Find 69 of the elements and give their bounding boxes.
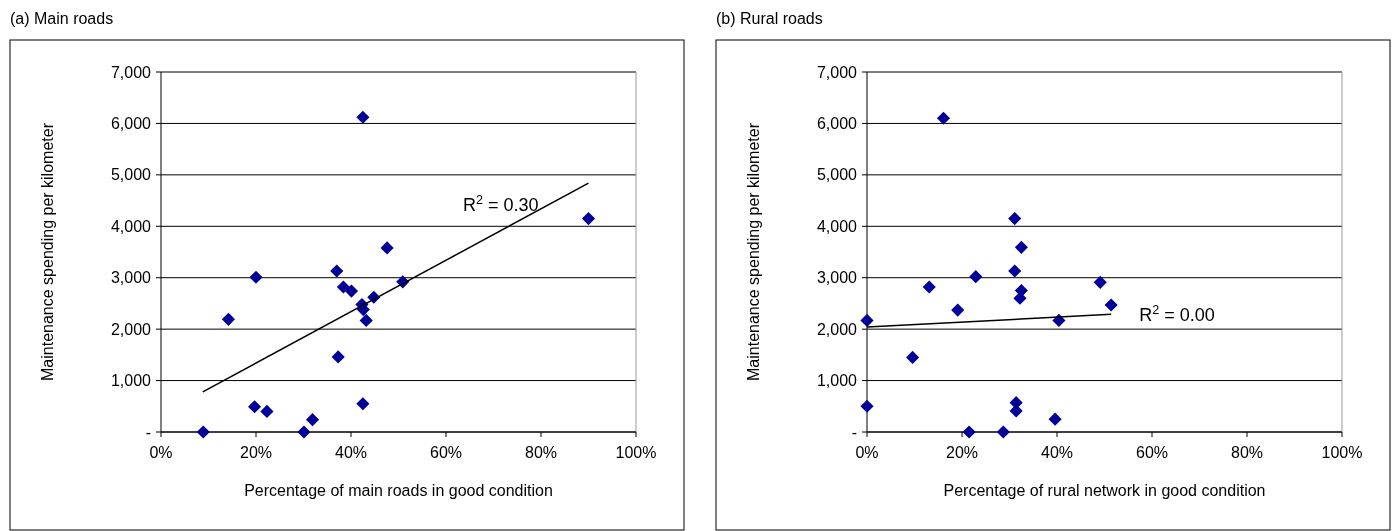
point bbox=[1008, 212, 1022, 226]
point bbox=[906, 350, 920, 364]
point bbox=[1008, 264, 1022, 278]
x-tick-label: 100% bbox=[1321, 444, 1363, 461]
point bbox=[221, 312, 236, 326]
y-tick-label: 6,000 bbox=[816, 115, 858, 133]
x-tick-label: 40% bbox=[1040, 444, 1074, 461]
point bbox=[330, 264, 344, 278]
y-tick-label: 5,000 bbox=[816, 166, 858, 184]
point bbox=[356, 397, 370, 411]
point bbox=[344, 284, 359, 298]
x-tick-label: 0% bbox=[855, 444, 879, 461]
y-tick-label: 2,000 bbox=[816, 320, 858, 338]
annotation: R$^{2}$ = 0.00 bbox=[1139, 302, 1215, 325]
y-axis-title: Maintenance spending per kilometer bbox=[745, 122, 762, 381]
point bbox=[1093, 275, 1107, 289]
point bbox=[359, 313, 373, 327]
x-tick-label: 60% bbox=[1135, 444, 1169, 461]
point bbox=[860, 399, 874, 413]
point bbox=[962, 425, 976, 439]
annotation: R$^{2}$ = 0.30 bbox=[462, 193, 539, 216]
y-tick-label: 5,000 bbox=[110, 166, 152, 184]
chart-title: (b) Rural roads bbox=[716, 10, 823, 27]
point bbox=[1048, 412, 1062, 426]
point bbox=[996, 425, 1010, 439]
x-tick-label: 0% bbox=[149, 444, 173, 461]
point bbox=[380, 241, 394, 255]
point bbox=[248, 400, 262, 414]
y-tick-label: 2,000 bbox=[110, 320, 152, 338]
point bbox=[249, 270, 263, 284]
point bbox=[260, 404, 274, 418]
point bbox=[305, 413, 320, 427]
point bbox=[1009, 404, 1023, 418]
y-tick-label: 4,000 bbox=[110, 217, 152, 235]
chart-title: (a) Main roads bbox=[10, 10, 114, 27]
y-tick-label: 7,000 bbox=[816, 63, 858, 81]
point bbox=[336, 280, 350, 294]
point bbox=[936, 111, 951, 125]
x-tick-label: 80% bbox=[1230, 444, 1264, 461]
y-tick-label: 3,000 bbox=[816, 269, 858, 287]
point bbox=[969, 270, 983, 284]
point bbox=[951, 303, 965, 317]
point bbox=[1014, 240, 1028, 254]
point bbox=[1013, 291, 1027, 305]
x-axis-title: Percentage of main roads in good condition bbox=[244, 482, 553, 499]
point bbox=[297, 425, 311, 439]
x-tick-label: 20% bbox=[239, 444, 273, 461]
point bbox=[1104, 298, 1118, 312]
point bbox=[581, 212, 596, 226]
y-tick-label: 3,000 bbox=[110, 269, 152, 287]
x-tick-label: 60% bbox=[429, 444, 463, 461]
y-tick-label: 1,000 bbox=[110, 372, 152, 390]
y-tick-label: - bbox=[851, 423, 857, 441]
y-tick-label: 6,000 bbox=[110, 115, 152, 133]
y-tick-label: 4,000 bbox=[816, 217, 858, 235]
y-tick-label: - bbox=[145, 423, 151, 441]
x-tick-label: 40% bbox=[334, 444, 368, 461]
point bbox=[196, 425, 210, 439]
x-tick-label: 100% bbox=[615, 444, 657, 461]
x-tick-label: 20% bbox=[945, 444, 979, 461]
point bbox=[860, 313, 874, 327]
point bbox=[356, 110, 370, 124]
point bbox=[331, 350, 345, 364]
y-tick-label: 1,000 bbox=[816, 372, 858, 390]
x-axis-title: Percentage of rural network in good condition bbox=[943, 482, 1266, 499]
point bbox=[922, 280, 936, 294]
y-tick-label: 7,000 bbox=[110, 63, 152, 81]
x-tick-label: 80% bbox=[524, 444, 558, 461]
y-axis-title: Maintenance spending per kilometer bbox=[39, 122, 56, 381]
